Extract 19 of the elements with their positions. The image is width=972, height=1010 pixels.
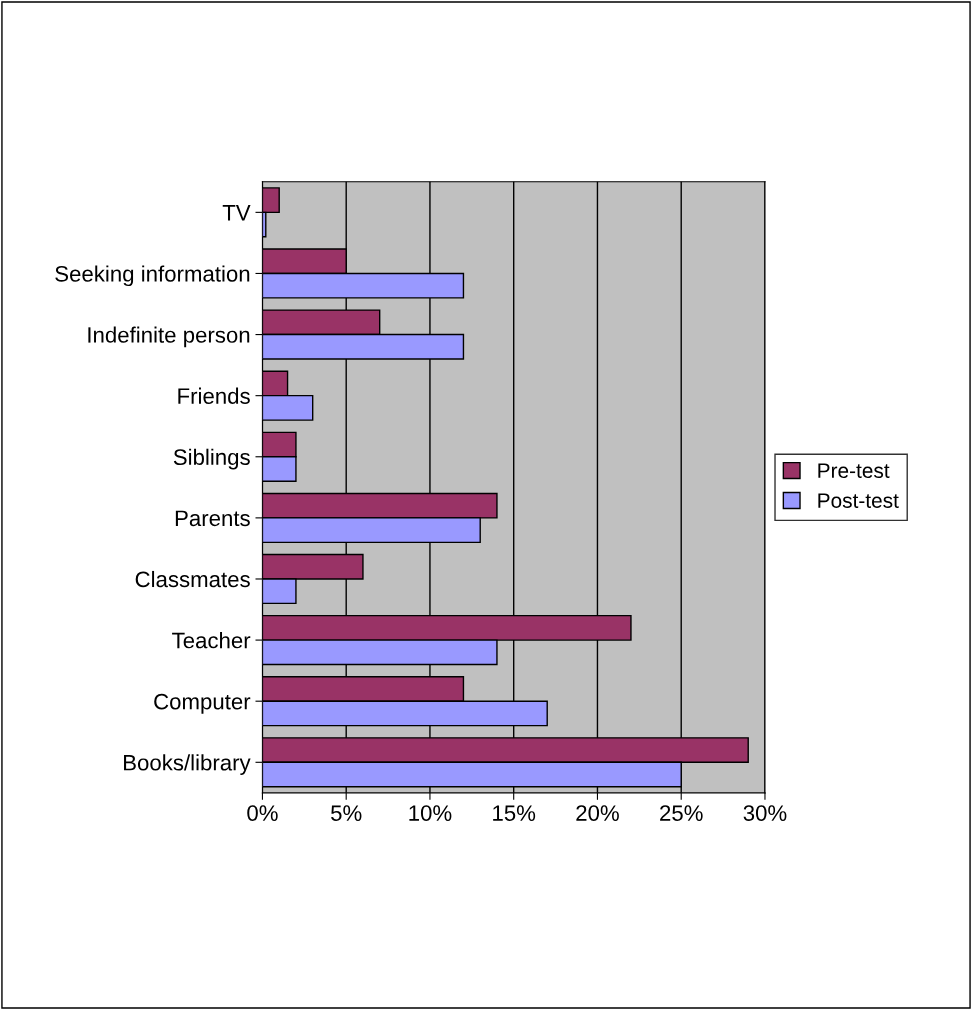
x-tick-label: 10% [409, 805, 452, 821]
x-tick-label: 5% [331, 805, 362, 821]
x-tick-label: 15% [493, 805, 536, 821]
y-tick-label: Siblings [173, 448, 250, 470]
y-tick-label: Friends [178, 387, 250, 404]
y-tick-label: Computer [154, 693, 251, 714]
legend-label: Pre-test [818, 463, 890, 478]
y-tick-label: TV [222, 205, 251, 221]
y-tick-label: Books/library [124, 754, 251, 775]
y-tick-label: Classmates [135, 570, 250, 588]
y-tick-label: Teacher [172, 632, 251, 649]
y-tick-label: Parents [175, 510, 250, 527]
y-tick-label: Seeking information [55, 265, 250, 287]
x-tick-label: 0% [247, 805, 278, 821]
y-tick-label: Indefinite person [88, 326, 250, 348]
x-tick-label: 25% [660, 805, 703, 821]
x-tick-label: 30% [743, 805, 787, 821]
legend-label: Post-test [818, 493, 899, 508]
x-tick-label: 20% [576, 805, 619, 821]
